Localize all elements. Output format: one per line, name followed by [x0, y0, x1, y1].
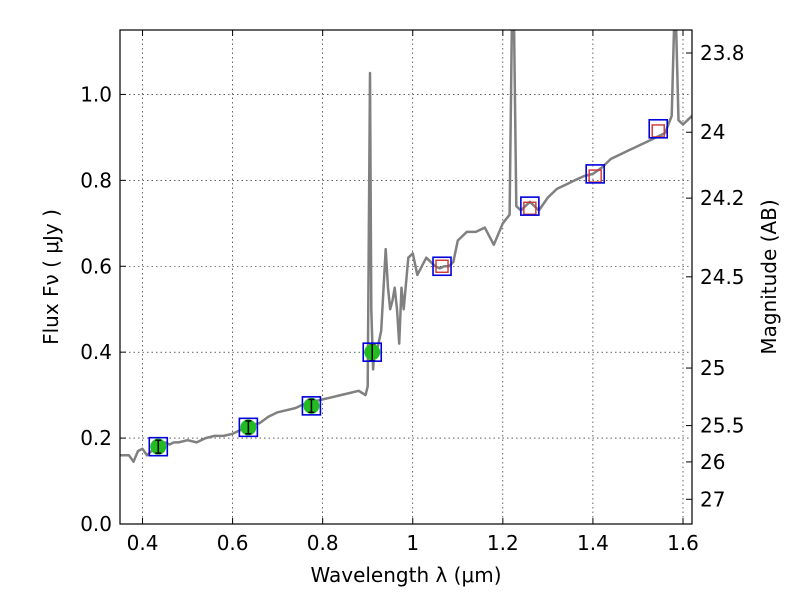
right-tick-label: 24.5 [700, 265, 745, 289]
plot-area [120, 30, 692, 463]
y-tick-label: 0.6 [80, 254, 112, 278]
model-photometry-point [148, 436, 169, 457]
right-tick-label: 27 [700, 487, 725, 511]
model-photometry-point [648, 119, 669, 139]
x-tick-label: 1.4 [577, 531, 609, 555]
y-tick-label: 0.8 [80, 168, 112, 192]
model-photometry-point [238, 417, 259, 438]
ticks: 0.4 0.6 0.8 1 1.2 1.4 1.6 0.0 0.2 0.4 0.6 0.8 1.0 23.… [80, 30, 745, 555]
y-axis-title: Flux Fν ( μJy ) [39, 209, 63, 345]
y-tick-label: 0.0 [80, 512, 112, 536]
x-tick-label: 1 [406, 531, 419, 555]
y-tick-label: 0.4 [80, 340, 112, 364]
x-tick-label: 1.2 [487, 531, 519, 555]
right-tick-label: 25.5 [700, 414, 745, 438]
synthetic-point [651, 124, 665, 138]
right-tick-label: 24 [700, 120, 725, 144]
series-group [120, 30, 692, 463]
right-tick-label: 25 [700, 356, 725, 380]
synthetic-point [435, 259, 449, 273]
x-tick-label: 0.6 [217, 531, 249, 555]
x-axis-title: Wavelength λ (μm) [310, 563, 501, 587]
synthetic-point [588, 169, 602, 183]
right-tick-label: 23.8 [700, 41, 745, 65]
model-photometry-point [301, 396, 322, 416]
model-photometry-point [585, 164, 605, 184]
x-tick-label: 0.4 [127, 531, 159, 555]
x-tick-label: 0.8 [307, 531, 339, 555]
right-tick-label: 26 [700, 450, 725, 474]
synthetic-point [523, 201, 537, 215]
marker-group [148, 119, 669, 457]
model-photometry-point [520, 196, 540, 216]
model-photometry-point [432, 256, 452, 277]
model-photometry-point [362, 342, 383, 362]
x-tick-label: 1.6 [667, 531, 699, 555]
y-axis-title-right: Magnitude (AB) [757, 199, 781, 354]
model-spectrum-line [120, 30, 692, 463]
y-tick-label: 1.0 [80, 82, 112, 106]
right-tick-label: 24.2 [700, 186, 745, 210]
y-tick-label: 0.2 [80, 426, 112, 450]
